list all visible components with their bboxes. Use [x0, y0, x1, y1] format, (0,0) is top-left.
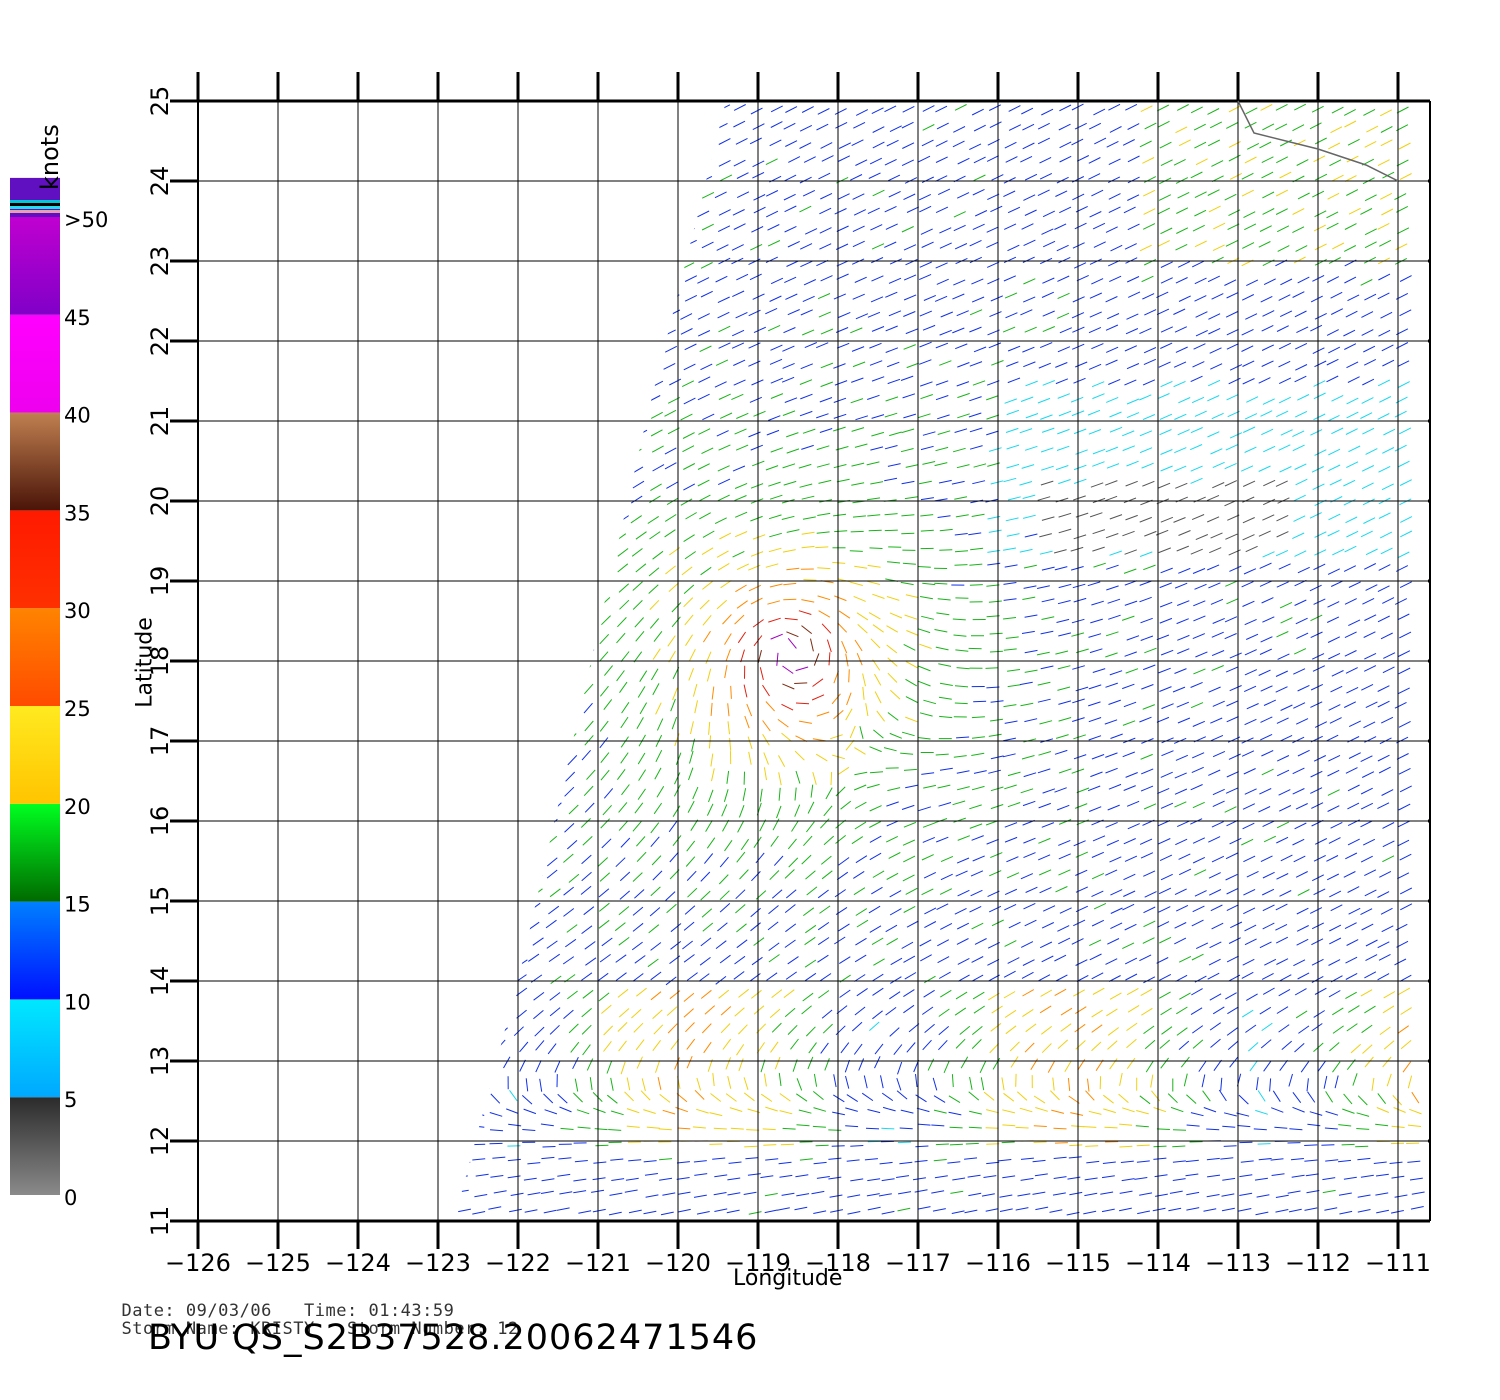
lon-tick-label: −119: [725, 1249, 791, 1277]
lat-tick-label: 11: [146, 1206, 174, 1237]
lon-tick-label: −111: [1365, 1249, 1431, 1277]
lon-tick-label: −113: [1205, 1249, 1271, 1277]
colorbar-stripe: [10, 203, 60, 206]
axis-tick-labels: −126 −125 −124 −123 −122 −121 −120 −119 −118 −117…: [146, 86, 1431, 1277]
lon-tick-label: −114: [1125, 1249, 1191, 1277]
colorbar-label: 20: [64, 795, 91, 819]
lat-lon-grid: [170, 72, 1431, 1249]
lat-tick-label: 23: [146, 246, 174, 277]
colorbar-segment: [10, 706, 60, 804]
time-value: 01:43:59: [368, 1301, 455, 1321]
colorbar-segment: [10, 510, 60, 609]
colorbar-label: 15: [64, 893, 91, 917]
lon-tick-label: −122: [485, 1249, 551, 1277]
lat-tick-label: 19: [146, 566, 174, 597]
lon-tick-label: −120: [645, 1249, 711, 1277]
info-line-storm: Storm Name: KRISTY Storm Number: 12: [100, 1299, 519, 1339]
lat-tick-label: 22: [146, 326, 174, 357]
colorbar-segment: [10, 608, 60, 706]
product-title: BYU QS_S2B37528.20062471546: [148, 1318, 758, 1358]
storm-name-label: Storm Name:: [121, 1319, 240, 1339]
colorbar-label: 0: [64, 1186, 77, 1210]
lon-tick-label: −124: [325, 1249, 391, 1277]
lat-tick-label: 18: [146, 646, 174, 677]
coastline: [1237, 100, 1399, 182]
lat-tick-label: 20: [146, 486, 174, 517]
lon-tick-label: −126: [165, 1249, 231, 1277]
colorbar-label: 25: [64, 697, 91, 721]
lat-tick-label: 14: [146, 966, 174, 997]
colorbar-segment: [10, 999, 60, 1098]
lon-tick-label: −117: [885, 1249, 951, 1277]
colorbar-stripe: [10, 206, 60, 209]
info-line-date: Date: 09/03/06 Time: 01:43:59: [100, 1281, 454, 1321]
colorbar-segment: [10, 412, 60, 511]
lat-tick-label: 16: [146, 806, 174, 837]
colorbar-stripe: [10, 200, 60, 203]
x-axis-label: Longitude: [733, 1266, 843, 1291]
colorbar: >50 45 40 35 30 25 20 15 10 5 0 knots: [10, 124, 108, 1210]
colorbar-label: 40: [64, 404, 91, 428]
date-value: 09/03/06: [185, 1301, 272, 1321]
colorbar-unit-label: knots: [36, 124, 64, 190]
lon-tick-label: −112: [1285, 1249, 1351, 1277]
colorbar-segment: [10, 1097, 60, 1195]
title-prefix: BYU: [148, 1318, 221, 1358]
colorbar-label: >50: [64, 208, 108, 232]
storm-name-value: KRISTY: [250, 1319, 315, 1339]
storm-number-label: Storm Number:: [346, 1319, 487, 1339]
storm-number-value: 12: [497, 1319, 519, 1339]
lat-tick-label: 15: [146, 886, 174, 917]
lat-tick-label: 21: [146, 406, 174, 437]
colorbar-label: 10: [64, 990, 91, 1014]
lon-tick-label: −118: [805, 1249, 871, 1277]
colorbar-segment: [10, 314, 60, 413]
date-label: Date:: [121, 1301, 176, 1321]
time-label: Time:: [304, 1301, 358, 1321]
colorbar-label: 5: [64, 1088, 77, 1112]
colorbar-segment: [10, 901, 60, 1000]
lat-tick-label: 24: [146, 166, 174, 197]
lon-tick-label: −121: [565, 1249, 631, 1277]
colorbar-label: 30: [64, 599, 91, 623]
lon-tick-label: −125: [245, 1249, 311, 1277]
lat-tick-label: 12: [146, 1126, 174, 1157]
colorbar-label: 45: [64, 306, 91, 330]
lat-tick-label: 13: [146, 1046, 174, 1077]
lon-tick-label: −123: [405, 1249, 471, 1277]
lon-tick-label: −115: [1045, 1249, 1111, 1277]
wind-vectors: [454, 103, 1425, 1216]
colorbar-label: 35: [64, 501, 91, 525]
colorbar-segment: [10, 217, 60, 315]
lat-tick-label: 17: [146, 726, 174, 757]
lon-tick-label: −116: [965, 1249, 1031, 1277]
y-axis-label: Latitude: [132, 617, 158, 708]
colorbar-stripe: [10, 210, 60, 213]
lat-tick-label: 25: [146, 86, 174, 117]
title-file: QS_S2B37528.20062471546: [232, 1318, 759, 1358]
colorbar-segment: [10, 803, 60, 902]
